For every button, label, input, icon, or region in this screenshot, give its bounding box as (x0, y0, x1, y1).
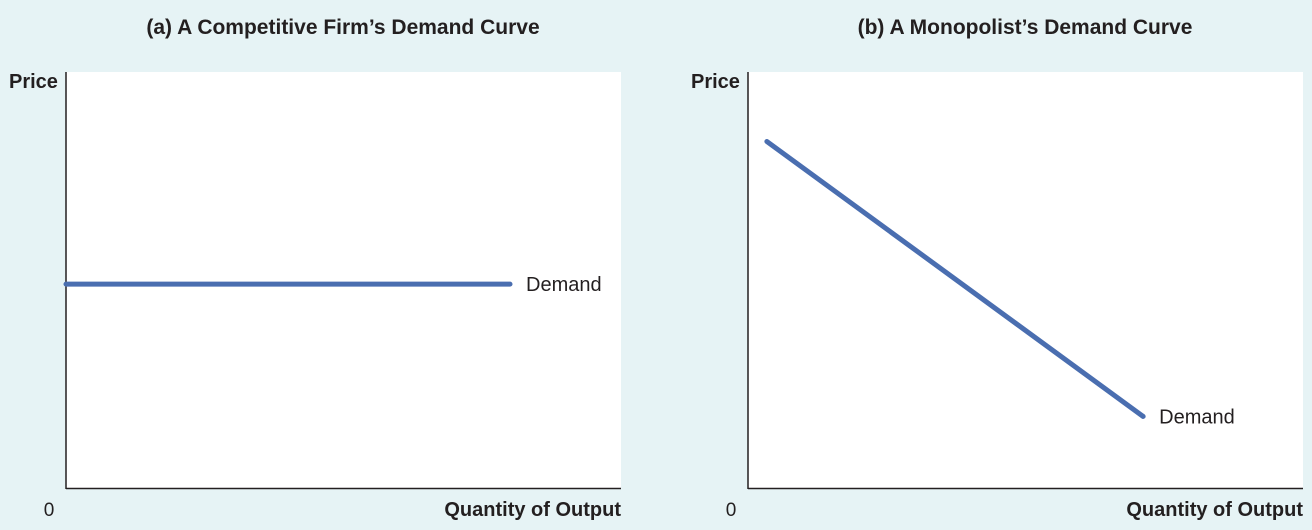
panel-b-x-axis-label: Quantity of Output (1126, 499, 1303, 521)
panel-b-demand-label: Demand (1159, 406, 1235, 428)
panel-a-plot-area (66, 72, 621, 488)
panel-a-series-layer: Demand (63, 274, 602, 296)
panel-b-plot-area (748, 72, 1303, 488)
panel-b-demand-line (764, 138, 1146, 419)
panel-a-title: (a) A Competitive Firm’s Demand Curve (146, 16, 539, 39)
panel-a-y-axis-label: Price (9, 71, 58, 93)
panel-b-y-axis-label: Price (691, 71, 740, 93)
panel-b-monopolist: (b) A Monopolist’s Demand Curve Price Qu… (691, 16, 1303, 521)
panel-a-origin-label: 0 (44, 500, 55, 521)
panel-b-origin-label: 0 (726, 500, 737, 521)
panel-a-x-axis-label: Quantity of Output (444, 499, 621, 521)
panel-b-series-layer: Demand (764, 138, 1235, 428)
panel-a-demand-label: Demand (526, 274, 602, 296)
panel-a-competitive-firm: (a) A Competitive Firm’s Demand Curve Pr… (9, 16, 621, 521)
panel-b-title: (b) A Monopolist’s Demand Curve (858, 16, 1193, 39)
